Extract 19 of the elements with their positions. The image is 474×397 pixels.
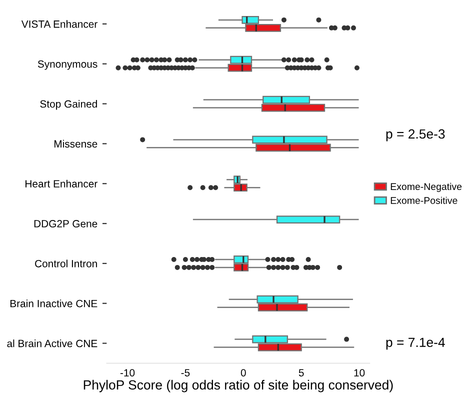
y-tick-label: Missense [54,140,98,148]
x-axis-title: PhyloP Score (log odds ratio of site being conserved) [84,380,393,392]
x-tick-label: 5 [298,369,304,376]
legend-label: Exome-Positive [390,196,458,204]
legend-label: Exome-Negative [390,182,462,192]
text: p = 7.1e-4 [386,338,445,350]
y-tick-label: DDG2P Gene [34,220,98,228]
text: p = 2.5e-3 [386,129,445,142]
x-tick-label: -10 [120,369,135,376]
y-tick-label: VISTA Enhancer [21,20,98,28]
x-tick-label: -5 [181,369,190,376]
y-tick-label: al Brain Active CNE [7,340,98,348]
y-tick-label: Stop Gained [40,100,97,110]
y-tick-label: Control Intron [35,260,97,268]
y-tick-label: Brain Inactive CNE [10,300,98,308]
x-tick-label: 0 [240,369,246,376]
x-tick-label: 10 [354,369,365,376]
y-tick-label: Synonymous [38,60,98,70]
y-tick-label: Heart Enhancer [26,180,98,188]
